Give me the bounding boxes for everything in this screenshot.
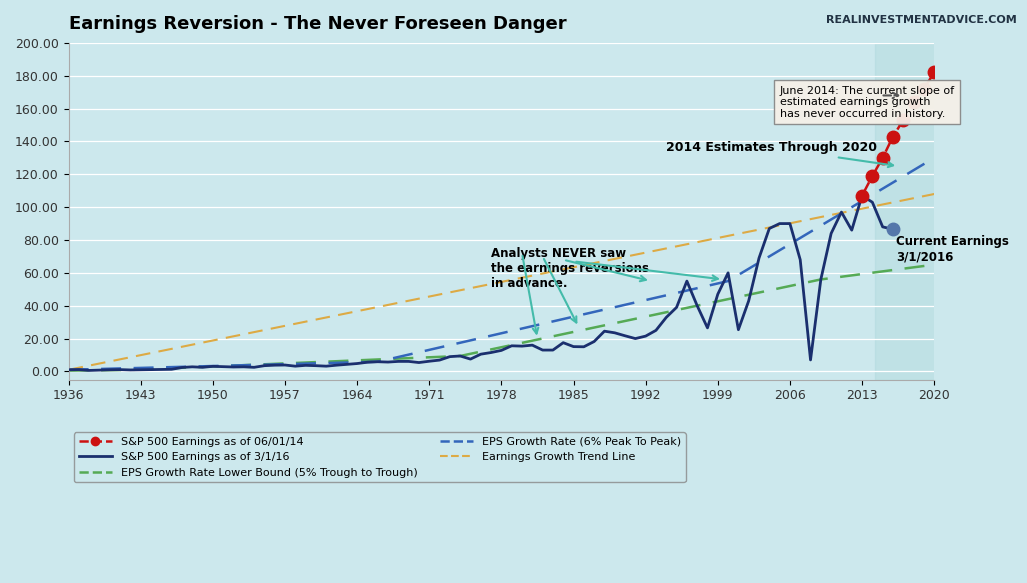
- EPS Growth Rate Lower Bound (5% Trough to Trough): [63, 367, 75, 374]
- Line: EPS Growth Rate Lower Bound (5% Trough to Trough): EPS Growth Rate Lower Bound (5% Trough t…: [69, 265, 935, 371]
- S&P 500 Earnings as of 3/1/16: [855, 192, 868, 199]
- S&P 500 Earnings as of 3/1/16: [743, 297, 755, 304]
- Line: S&P 500 Earnings as of 06/01/14: S&P 500 Earnings as of 06/01/14: [862, 72, 935, 196]
- Text: 2014 Estimates Through 2020: 2014 Estimates Through 2020: [667, 141, 893, 167]
- Text: Analysts NEVER saw
the earnings reversions
in advance.: Analysts NEVER saw the earnings reversio…: [491, 247, 649, 290]
- EPS Growth Rate (6% Peak To Peak): [63, 366, 75, 373]
- S&P 500 Earnings as of 3/1/16: [526, 342, 538, 349]
- S&P 500 Earnings as of 06/01/14: [908, 99, 920, 106]
- EPS Growth Rate Lower Bound (5% Trough to Trough): [814, 276, 827, 283]
- S&P 500 Earnings as of 3/1/16: [83, 367, 96, 374]
- S&P 500 Earnings as of 3/1/16: [681, 278, 693, 285]
- EPS Growth Rate Lower Bound (5% Trough to Trough): [124, 367, 137, 374]
- Text: Earnings Reversion - The Never Foreseen Danger: Earnings Reversion - The Never Foreseen …: [69, 15, 566, 33]
- Text: June 2014: The current slope of
estimated earnings growth
has never occurred in : June 2014: The current slope of estimate…: [779, 86, 955, 119]
- S&P 500 Earnings as of 3/1/16: [886, 226, 899, 233]
- EPS Growth Rate (6% Peak To Peak): [372, 358, 384, 365]
- Text: REALINVESTMENTADVICE.COM: REALINVESTMENTADVICE.COM: [826, 15, 1017, 24]
- Line: S&P 500 Earnings as of 3/1/16: S&P 500 Earnings as of 3/1/16: [69, 196, 892, 370]
- S&P 500 Earnings as of 06/01/14: [855, 192, 868, 199]
- S&P 500 Earnings as of 3/1/16: [63, 366, 75, 373]
- Bar: [875, 43, 940, 380]
- EPS Growth Rate Lower Bound (5% Trough to Trough): [454, 353, 466, 360]
- S&P 500 Earnings as of 06/01/14: [876, 154, 888, 161]
- Text: Current Earnings
3/1/2016: Current Earnings 3/1/2016: [896, 235, 1009, 263]
- S&P 500 Earnings as of 06/01/14: [898, 117, 910, 124]
- S&P 500 Earnings as of 06/01/14: [928, 69, 941, 76]
- S&P 500 Earnings as of 3/1/16: [814, 276, 827, 283]
- Line: EPS Growth Rate (6% Peak To Peak): EPS Growth Rate (6% Peak To Peak): [69, 158, 935, 370]
- Legend: S&P 500 Earnings as of 06/01/14, S&P 500 Earnings as of 3/1/16, EPS Growth Rate : S&P 500 Earnings as of 06/01/14, S&P 500…: [74, 433, 686, 482]
- EPS Growth Rate (6% Peak To Peak): [722, 278, 734, 285]
- S&P 500 Earnings as of 06/01/14: [866, 173, 878, 180]
- EPS Growth Rate (6% Peak To Peak): [928, 154, 941, 161]
- S&P 500 Earnings as of 06/01/14: [918, 85, 930, 92]
- S&P 500 Earnings as of 06/01/14: [886, 133, 899, 140]
- EPS Growth Rate Lower Bound (5% Trough to Trough): [928, 261, 941, 268]
- S&P 500 Earnings as of 3/1/16: [784, 220, 796, 227]
- S&P 500 Earnings as of 3/1/16: [588, 338, 601, 345]
